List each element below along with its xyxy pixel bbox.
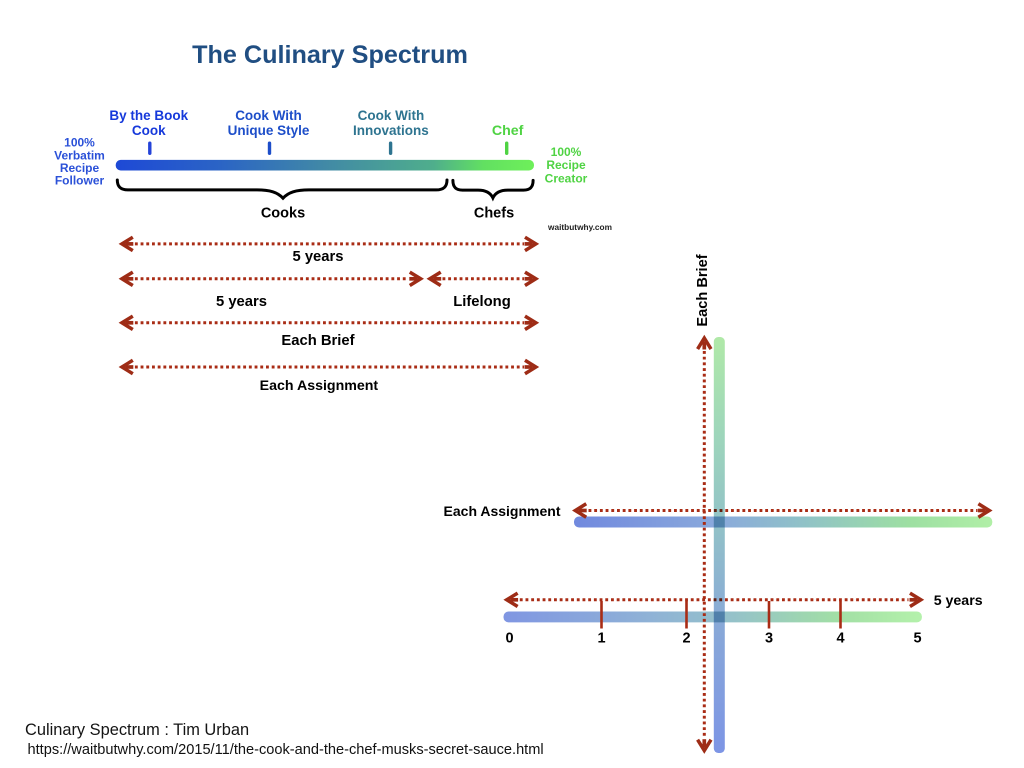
svg-text:Chefs: Chefs xyxy=(474,205,514,221)
svg-text:Each Brief: Each Brief xyxy=(695,254,711,326)
svg-text:The Culinary Spectrum: The Culinary Spectrum xyxy=(192,41,468,69)
svg-text:5 years: 5 years xyxy=(934,593,983,609)
svg-text:Each Assignment: Each Assignment xyxy=(260,378,379,394)
svg-text:Cook With: Cook With xyxy=(358,108,425,123)
svg-text:Verbatim: Verbatim xyxy=(54,148,105,162)
svg-text:Each Assignment: Each Assignment xyxy=(444,503,561,519)
svg-text:Lifelong: Lifelong xyxy=(453,294,511,310)
svg-text:Chef: Chef xyxy=(492,123,524,139)
svg-text:Recipe: Recipe xyxy=(546,158,586,172)
svg-text:2: 2 xyxy=(682,631,690,647)
svg-text:waitbutwhy.com: waitbutwhy.com xyxy=(547,222,612,232)
svg-text:5 years: 5 years xyxy=(216,294,267,310)
svg-text:100%: 100% xyxy=(64,136,95,150)
svg-text:Cooks: Cooks xyxy=(261,205,305,221)
svg-text:Cook: Cook xyxy=(132,123,166,138)
svg-text:Cook With: Cook With xyxy=(235,108,302,123)
svg-text:Innovations: Innovations xyxy=(353,123,429,138)
svg-text:0: 0 xyxy=(505,631,513,647)
svg-text:Recipe: Recipe xyxy=(60,161,100,175)
svg-text:5 years: 5 years xyxy=(292,249,343,265)
svg-text:Culinary Spectrum : Tim Urban: Culinary Spectrum : Tim Urban xyxy=(25,721,249,739)
svg-text:1: 1 xyxy=(597,631,605,647)
svg-text:Each Brief: Each Brief xyxy=(281,333,354,349)
svg-text:By the Book: By the Book xyxy=(109,108,188,123)
svg-text:Follower: Follower xyxy=(55,174,105,188)
svg-text:Creator: Creator xyxy=(545,171,588,185)
svg-text:100%: 100% xyxy=(551,145,582,159)
svg-text:https://waitbutwhy.com/2015/11: https://waitbutwhy.com/2015/11/the-cook-… xyxy=(28,742,544,758)
svg-text:5: 5 xyxy=(913,631,921,647)
svg-text:Unique Style: Unique Style xyxy=(228,123,310,138)
svg-text:4: 4 xyxy=(836,631,844,647)
svg-text:3: 3 xyxy=(765,631,773,647)
